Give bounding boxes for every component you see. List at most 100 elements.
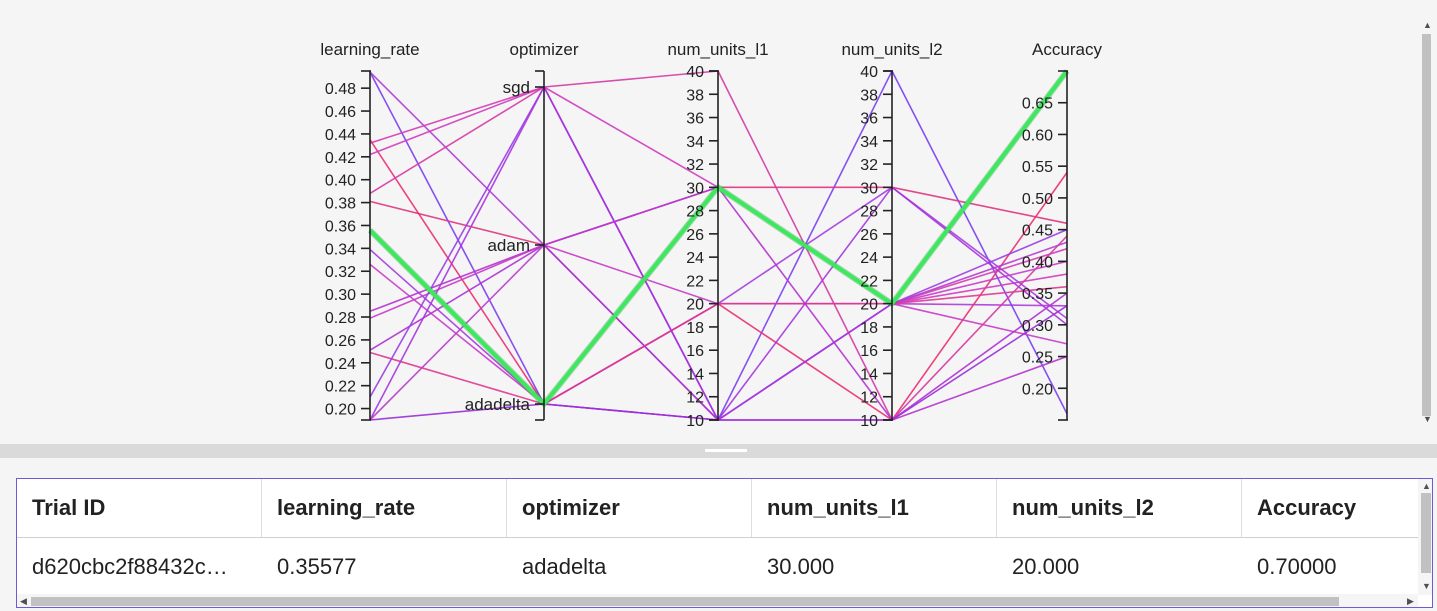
tick-label: 0.24 [325,356,356,373]
scroll-down-arrow-icon[interactable]: ▼ [1423,414,1432,424]
cell-num-units-l1[interactable]: 30.000 [767,554,835,579]
cell-learning-rate[interactable]: 0.35577 [277,554,357,579]
tick-label: 0.34 [325,241,356,258]
tick-label: 0.50 [1022,191,1053,208]
table-header-row: Trial ID learning_rate optimizer num_uni… [17,479,1432,538]
tick-label: 0.55 [1022,159,1053,176]
tick-label: 0.60 [1022,127,1053,144]
tick-label: 20 [860,297,878,314]
axis-title: optimizer [510,40,579,59]
tick-label: 28 [686,204,704,221]
tick-label: 36 [686,111,704,128]
tick-label: 32 [686,157,704,174]
pane-splitter[interactable] [0,444,1437,458]
tick-label: 34 [860,134,878,151]
tick-label: 36 [860,111,878,128]
column-header-accuracy[interactable]: Accuracy [1242,479,1432,537]
parallel-coordinates-chart[interactable]: learning_rate 0.48 0.46 0.44 0.42 0.40 0.38 0.3… [0,0,1419,444]
tick-label: 22 [686,273,704,290]
scroll-up-arrow-icon[interactable]: ▲ [1422,481,1431,491]
column-header-optimizer[interactable]: optimizer [507,479,752,537]
tick-label: 38 [686,87,704,104]
tick-label: 26 [686,227,704,244]
axis-title: num_units_l2 [841,40,942,59]
tick-label: 24 [686,250,704,267]
tick-label: 18 [686,320,704,337]
cell-accuracy[interactable]: 0.70000 [1257,554,1337,579]
category-label: sgd [503,78,530,97]
tick-label: 0.44 [325,127,356,144]
tick-label: 40 [860,64,878,81]
cell-optimizer[interactable]: adadelta [522,554,607,579]
tick-label: 0.45 [1022,223,1053,240]
axis-title: num_units_l1 [667,40,768,59]
cell-trial-id[interactable]: d620cbc2f88432c… [32,554,228,579]
trials-table: Trial ID learning_rate optimizer num_uni… [16,478,1433,608]
tick-label: 14 [686,366,704,383]
axis-accuracy[interactable]: Accuracy 0.65 0.60 0.55 0.50 0.45 0.40 0.35 0.30… [1022,40,1103,421]
scroll-left-arrow-icon[interactable]: ◀ [20,596,27,606]
tick-label: 34 [686,134,704,151]
tick-label: 10 [686,413,704,430]
category-label: adadelta [465,395,531,414]
tick-label: 0.36 [325,218,356,235]
axis-title: learning_rate [320,40,419,59]
scroll-down-arrow-icon[interactable]: ▼ [1422,581,1431,591]
tick-label: 0.30 [1022,318,1053,335]
axis-learning-rate[interactable]: learning_rate 0.48 0.46 0.44 0.42 0.40 0.38 0.3… [320,40,420,421]
tick-label: 0.22 [325,379,356,396]
column-header-learning-rate[interactable]: learning_rate [262,479,507,537]
scrollbar-thumb[interactable] [1422,34,1431,416]
scroll-right-arrow-icon[interactable]: ▶ [1407,596,1414,606]
tick-label: 12 [686,390,704,407]
axis-num-units-l2[interactable]: num_units_l2 40 38 36 34 32 30 28 26 24 22 20 18 16 14… [841,40,942,430]
chart-vertical-scrollbar[interactable]: ▲ ▼ [1419,18,1435,428]
cell-num-units-l2[interactable]: 20.000 [1012,554,1080,579]
axis-num-units-l1[interactable]: num_units_l1 40 38 36 34 32 30 28 26 24 22 20 18 16 14… [667,40,768,430]
tick-label: 30 [686,180,704,197]
tick-label: 0.30 [325,287,356,304]
table-horizontal-scrollbar[interactable]: ◀ ▶ [17,594,1418,607]
tick-label: 16 [860,343,878,360]
scrollbar-thumb[interactable] [31,597,1339,606]
axis-optimizer[interactable]: optimizer sgd adam adadelta [465,40,579,421]
tick-label: 0.32 [325,264,356,281]
parallel-coordinates-pane: learning_rate 0.48 0.46 0.44 0.42 0.40 0.38 0.3… [0,0,1435,444]
tick-label: 20 [686,297,704,314]
tick-label: 0.65 [1022,96,1053,113]
tick-label: 12 [860,390,878,407]
tick-label: 0.40 [325,173,356,190]
column-header-trial-id[interactable]: Trial ID [17,479,262,537]
tick-label: 14 [860,366,878,383]
column-header-num-units-l2[interactable]: num_units_l2 [997,479,1242,537]
tick-label: 0.42 [325,150,356,167]
tick-label: 10 [860,413,878,430]
tick-label: 28 [860,204,878,221]
tick-label: 0.46 [325,104,356,121]
tick-label: 0.20 [325,402,356,419]
tick-label: 0.40 [1022,254,1053,271]
scroll-up-arrow-icon[interactable]: ▲ [1423,20,1432,30]
trials-table-pane: Trial ID learning_rate optimizer num_uni… [0,458,1437,611]
tick-label: 0.20 [1022,381,1053,398]
tick-label: 0.35 [1022,286,1053,303]
tick-label: 0.26 [325,333,356,350]
tick-label: 0.25 [1022,350,1053,367]
tick-label: 40 [686,64,704,81]
tick-label: 32 [860,157,878,174]
scrollbar-thumb[interactable] [1421,493,1431,573]
tick-label: 22 [860,273,878,290]
category-label: adam [487,236,530,255]
splitter-handle[interactable] [705,449,747,452]
column-header-num-units-l1[interactable]: num_units_l1 [752,479,997,537]
tick-label: 26 [860,227,878,244]
tick-label: 30 [860,180,878,197]
tick-label: 18 [860,320,878,337]
tick-label: 24 [860,250,878,267]
tick-label: 16 [686,343,704,360]
table-row[interactable]: d620cbc2f88432c… 0.35577 adadelta 30.000… [17,538,1432,596]
tick-label: 0.28 [325,310,356,327]
tick-label: 38 [860,87,878,104]
table-vertical-scrollbar[interactable]: ▲ ▼ [1418,479,1432,595]
tick-label: 0.38 [325,196,356,213]
